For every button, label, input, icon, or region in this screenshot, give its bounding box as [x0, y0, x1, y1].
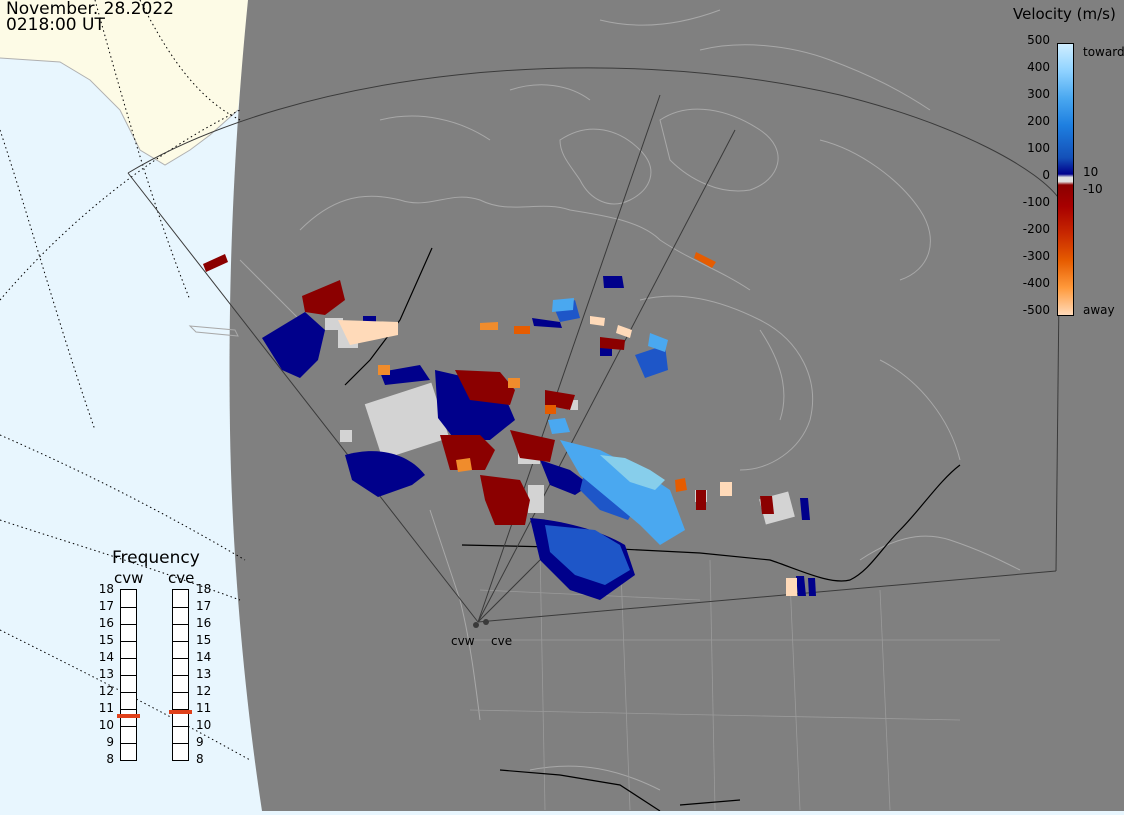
frequency-row-divider: [173, 743, 188, 744]
velocity-cells-away-dark: [203, 254, 774, 525]
frequency-tick-label: 15: [196, 633, 212, 647]
frequency-row-divider: [173, 709, 188, 710]
frequency-row-divider: [173, 726, 188, 727]
frequency-row-divider: [173, 641, 188, 642]
velocity-inner-tick-plus10: 10: [1083, 165, 1099, 179]
frequency-tick-label: 13: [98, 667, 114, 681]
frequency-panel-title: Frequency: [112, 548, 200, 568]
velocity-tick-label: -500: [1022, 303, 1050, 317]
frequency-row-divider: [121, 726, 136, 727]
velocity-cells-toward-light: [548, 298, 685, 545]
frequency-radar-label-cve: cve: [168, 569, 195, 587]
frequency-row-divider: [173, 624, 188, 625]
frequency-tick-label: 9: [106, 735, 114, 749]
velocity-cells-away-light: [338, 316, 797, 596]
frequency-tick-label: 11: [98, 701, 114, 715]
velocity-inner-tick-minus10: -10: [1083, 182, 1103, 196]
frequency-tick-label: 11: [196, 701, 212, 715]
frequency-tick-label: 17: [98, 599, 114, 613]
frequency-tick-label: 18: [98, 582, 114, 596]
frequency-tick-label: 10: [196, 718, 212, 732]
frequency-tick-label: 10: [98, 718, 114, 732]
frequency-row-divider: [121, 658, 136, 659]
frequency-tick-label: 13: [196, 667, 212, 681]
frequency-tick-label: 14: [98, 650, 114, 664]
frequency-tick-label: 9: [196, 735, 204, 749]
radar-site-markers: [473, 619, 489, 628]
frequency-tick-label: 8: [106, 752, 114, 766]
frequency-tick-label: 14: [196, 650, 212, 664]
velocity-tick-label: 300: [1027, 87, 1050, 101]
frequency-row-divider: [121, 607, 136, 608]
frequency-tick-label: 17: [196, 599, 212, 613]
frequency-row-divider: [121, 675, 136, 676]
night-region: [229, 0, 1124, 811]
velocity-tick-label: -100: [1022, 195, 1050, 209]
frequency-tick-label: 15: [98, 633, 114, 647]
away-label: away: [1083, 303, 1115, 317]
frequency-tick-label: 12: [196, 684, 212, 698]
frequency-row-divider: [121, 709, 136, 710]
velocity-tick-label: -400: [1022, 276, 1050, 290]
radar-fov-outline: [127, 67, 1061, 623]
daylight-land-coast: [0, 57, 239, 166]
radar-site-label-cvw: cvw: [451, 634, 475, 648]
frequency-column-cve: [172, 589, 189, 761]
velocity-tick-label: 200: [1027, 114, 1050, 128]
frequency-row-divider: [121, 624, 136, 625]
frequency-column-cvw: [120, 589, 137, 761]
velocity-tick-label: 500: [1027, 33, 1050, 47]
frequency-row-divider: [121, 743, 136, 744]
frequency-row-divider: [173, 607, 188, 608]
daylight-land: [0, 0, 248, 165]
velocity-tick-label: -200: [1022, 222, 1050, 236]
radar-site-label-cve: cve: [491, 634, 513, 648]
frequency-tick-label: 8: [196, 752, 204, 766]
frequency-tick-label: 16: [196, 616, 212, 630]
frequency-row-divider: [173, 675, 188, 676]
velocity-tick-label: 100: [1027, 141, 1050, 155]
frequency-row-divider: [173, 658, 188, 659]
velocity-colorbar: [1057, 43, 1074, 316]
frequency-tick-label: 12: [98, 684, 114, 698]
frequency-row-divider: [121, 641, 136, 642]
velocity-tick-label: -300: [1022, 249, 1050, 263]
time-label: 0218:00 UT: [6, 15, 105, 35]
velocity-cells-away-mid: [378, 252, 716, 492]
coastlines: [188, 9, 1021, 791]
velocity-tick-label: 0: [1042, 168, 1050, 182]
frequency-tick-label: 16: [98, 616, 114, 630]
frequency-indicator-cve: [169, 710, 192, 715]
velocity-scale-title: Velocity (m/s): [1013, 5, 1116, 23]
frequency-tick-label: 18: [196, 582, 212, 596]
toward-label: toward: [1083, 45, 1124, 59]
frequency-indicator-cvw: [117, 713, 140, 718]
frequency-radar-label-cvw: cvw: [114, 569, 144, 587]
country-borders: [344, 247, 961, 812]
date-label: November. 28.2022: [6, 0, 174, 19]
velocity-tick-label: 400: [1027, 60, 1050, 74]
frequency-row-divider: [173, 692, 188, 693]
frequency-row-divider: [121, 692, 136, 693]
